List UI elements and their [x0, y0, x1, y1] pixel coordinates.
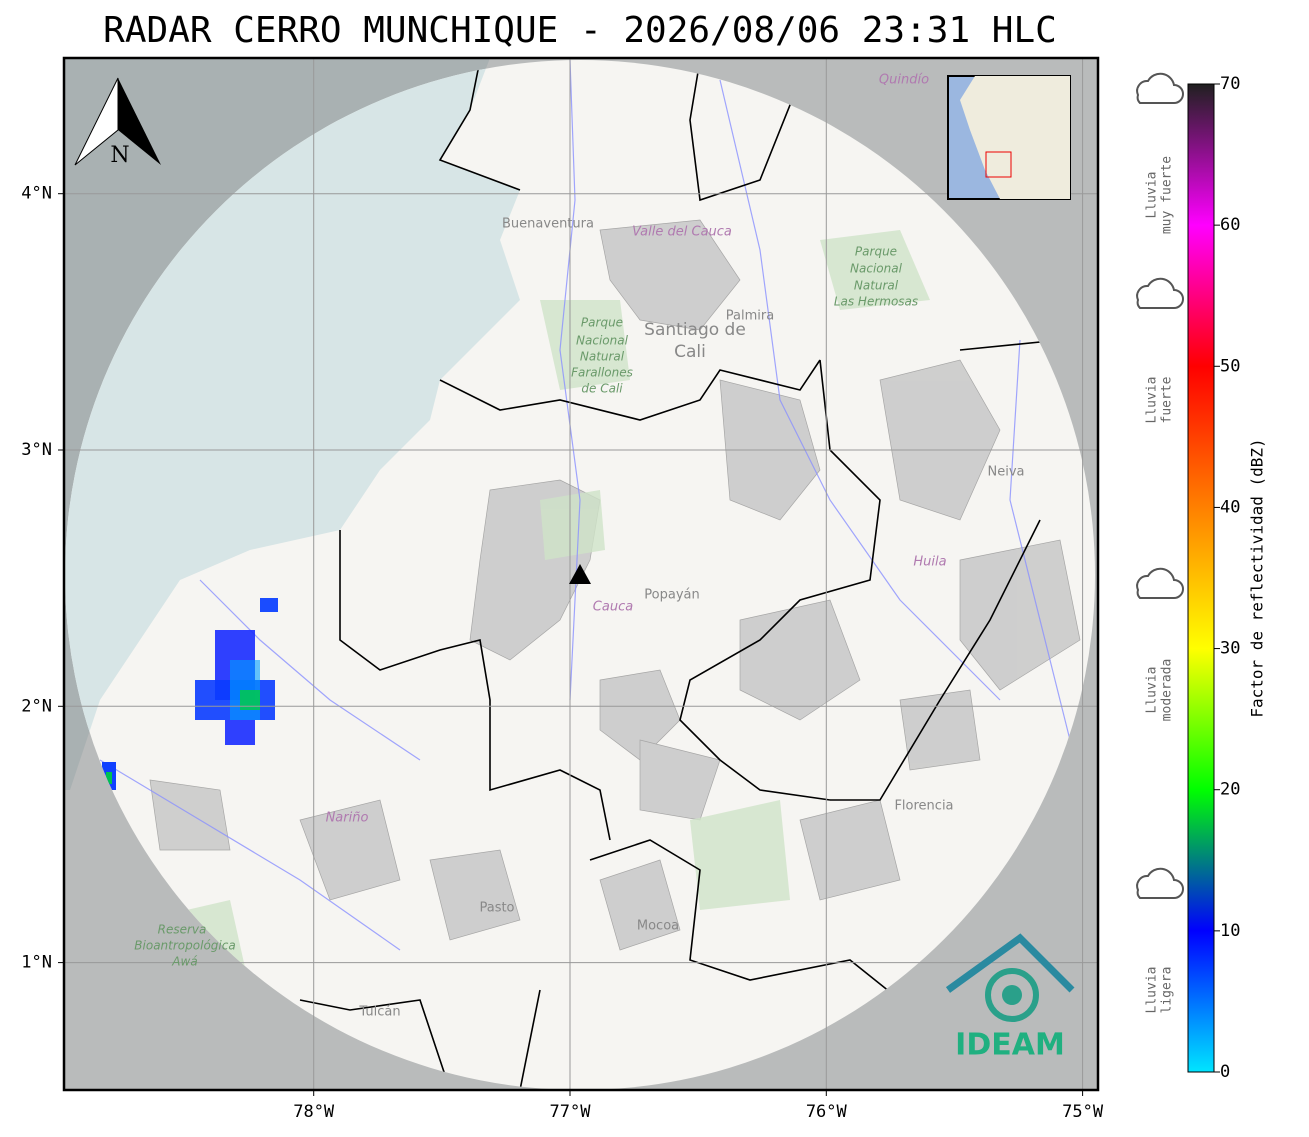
place-label: Awá	[171, 955, 197, 969]
x-tick-label: 75°W	[1062, 1102, 1104, 1122]
place-label: Pasto	[479, 901, 514, 916]
legend-text: Lluvia	[1145, 967, 1160, 1014]
place-label: Parque	[855, 245, 897, 259]
y-tick-label: 3°N	[21, 440, 52, 460]
place-label: Santiago de	[644, 320, 746, 340]
x-tick-label: 78°W	[293, 1102, 335, 1122]
place-label: Bioantropológica	[134, 939, 235, 953]
y-tick-label: 1°N	[21, 953, 52, 973]
legend-item: Lluvia fuerte	[1136, 277, 1184, 424]
place-label: de Cali	[581, 382, 623, 396]
colorbar-label: Factor de reflectividad (dBZ)	[1248, 438, 1267, 717]
place-label: Cali	[674, 342, 706, 362]
north-label: N	[110, 143, 129, 168]
place-label: Quindío	[879, 73, 929, 88]
cloud-icon	[1136, 867, 1184, 899]
x-tick-label: 76°W	[806, 1102, 848, 1122]
place-label: Neiva	[988, 465, 1025, 480]
place-label: Cauca	[593, 600, 633, 615]
legend-text: Lluvia	[1145, 377, 1160, 424]
colorbar-tick-label: 60	[1220, 215, 1240, 235]
title: RADAR CERRO MUNCHIQUE - 2026/08/06 23:31…	[103, 10, 1057, 51]
place-label: Natural	[580, 350, 625, 364]
legend-item: Lluvia moderada	[1136, 567, 1184, 722]
radar-site	[569, 564, 591, 584]
place-label: Parque	[581, 316, 623, 330]
colorbar-tick-label: 0	[1220, 1062, 1230, 1082]
place-label: Valle del Cauca	[632, 225, 732, 240]
colorbar-tick-label: 20	[1220, 780, 1240, 800]
y-tick-label: 2°N	[21, 696, 52, 716]
legend-text: moderada	[1160, 659, 1175, 722]
place-label: Reserva	[158, 923, 207, 937]
legend-item: Lluvia ligera	[1136, 867, 1184, 1014]
colorbar-tick-label: 40	[1220, 497, 1240, 517]
legend-text: Lluvia	[1145, 172, 1160, 219]
colorbar-tick-label: 50	[1220, 356, 1240, 376]
x-tick-label: 77°W	[550, 1102, 592, 1122]
place-label: Natural	[854, 279, 899, 293]
legend-text: Lluvia	[1145, 667, 1160, 714]
north-arrow: N	[74, 77, 161, 168]
colorbar-tick-label: 10	[1220, 921, 1240, 941]
place-label: Huila	[913, 555, 946, 570]
inset-map	[947, 75, 1071, 200]
place-label: Buenaventura	[502, 217, 594, 232]
legend-text: ligera	[1160, 967, 1175, 1014]
radar-echoes	[102, 598, 278, 790]
place-label: Nacional	[576, 334, 629, 348]
cloud-icon	[1136, 72, 1184, 104]
place-label: Palmira	[726, 309, 774, 324]
legend-text: muy fuerte	[1160, 156, 1175, 234]
colorbar	[1187, 83, 1215, 1073]
colorbar-tick-label: 30	[1220, 639, 1240, 659]
map: N IDEAM Buenaventura Valle del Cauca Quind…	[64, 58, 1098, 1090]
colorbar-tick-label: 70	[1220, 74, 1240, 94]
map-frame	[62, 56, 1100, 1092]
legend-item: Lluvia muy fuerte	[1136, 72, 1184, 234]
cloud-icon	[1136, 567, 1184, 599]
y-tick-label: 4°N	[21, 184, 52, 204]
cloud-icon	[1136, 277, 1184, 309]
place-label: Tulcán	[358, 1005, 400, 1020]
place-label: Las Hermosas	[834, 295, 918, 309]
place-label: Florencia	[894, 799, 953, 814]
place-label: Nariño	[326, 811, 369, 826]
legend-text: fuerte	[1160, 376, 1175, 423]
place-label: Mocoa	[637, 919, 679, 934]
ideam-text: IDEAM	[955, 1028, 1065, 1063]
place-label: Farallones	[571, 366, 633, 380]
place-label: Popayán	[644, 588, 699, 603]
place-label: Nacional	[850, 262, 903, 276]
ideam-logo: IDEAM	[945, 933, 1075, 1063]
